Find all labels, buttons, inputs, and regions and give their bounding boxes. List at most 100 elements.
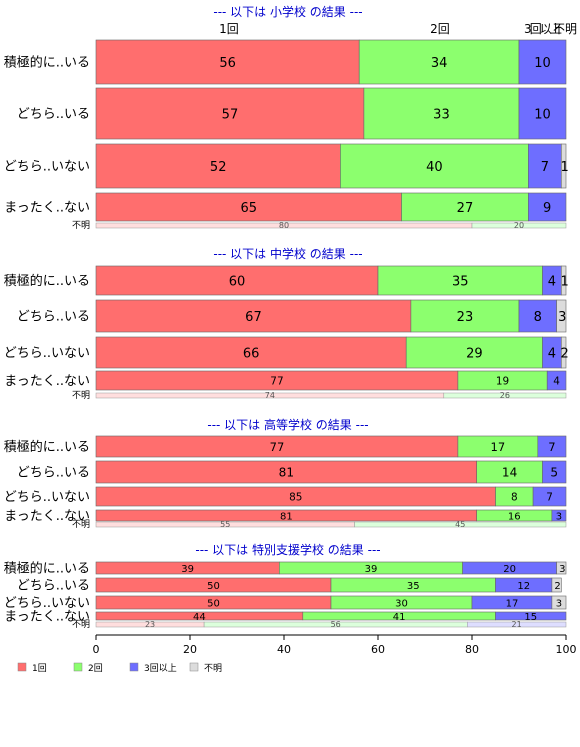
unknown-segment xyxy=(443,392,567,399)
unknown-data-label: 20 xyxy=(514,221,524,230)
bar-segment xyxy=(542,460,567,484)
data-label: 10 xyxy=(534,56,551,71)
bar-segment xyxy=(377,265,543,296)
data-label: 41 xyxy=(393,612,406,623)
data-label: 4 xyxy=(548,274,556,289)
panel-title: --- 以下は 特別支援学校 の結果 --- xyxy=(195,542,380,557)
legend-label: 3回以上 xyxy=(144,663,177,674)
data-label: 65 xyxy=(240,201,257,216)
data-label: 1 xyxy=(561,160,569,175)
bar-segment xyxy=(556,299,567,333)
data-label: 9 xyxy=(543,201,551,216)
data-label: 77 xyxy=(270,375,283,387)
data-label: 17 xyxy=(490,440,505,454)
data-label: 66 xyxy=(243,346,260,361)
row-label: どちら..いる xyxy=(17,579,90,594)
data-label: 67 xyxy=(245,310,262,325)
legend-label: 1回 xyxy=(32,663,47,674)
data-label: 1 xyxy=(561,274,569,289)
bar-segment xyxy=(518,87,567,140)
bar-segment xyxy=(405,336,543,369)
data-label: 29 xyxy=(466,346,483,361)
unknown-row-label: 不明 xyxy=(72,390,90,401)
data-label: 3 xyxy=(558,310,566,325)
row-label: まったく..ない xyxy=(4,201,90,216)
data-label: 8 xyxy=(534,310,542,325)
bar-segment xyxy=(410,299,520,333)
data-label: 27 xyxy=(457,201,474,216)
bar-segment xyxy=(551,577,562,593)
data-label: 52 xyxy=(210,160,227,175)
bar-segment xyxy=(532,486,567,507)
bar-segment xyxy=(340,143,529,189)
data-label: 56 xyxy=(219,56,236,71)
data-label: 35 xyxy=(452,274,469,289)
bar-segment xyxy=(95,265,379,296)
data-label: 3 xyxy=(556,598,562,609)
data-label: 50 xyxy=(207,581,220,592)
column-label: 3回以上 xyxy=(524,22,562,36)
data-label: 3 xyxy=(556,511,562,522)
x-tick-label: 100 xyxy=(556,643,577,656)
data-label: 10 xyxy=(534,107,551,122)
data-label: 12 xyxy=(517,581,530,592)
data-label: 2 xyxy=(561,346,569,361)
panel-title: --- 以下は 中学校 の結果 --- xyxy=(213,246,362,261)
unknown-data-label: 26 xyxy=(500,391,510,400)
data-label: 30 xyxy=(395,598,408,609)
bar-segment xyxy=(95,336,407,369)
legend-swatch xyxy=(189,662,199,672)
row-label: どちら..いない xyxy=(4,596,90,611)
row-label: まったく..ない xyxy=(4,610,90,625)
row-label: どちら..いない xyxy=(4,160,90,175)
data-label: 40 xyxy=(426,160,443,175)
bar-segment xyxy=(95,299,412,333)
data-label: 39 xyxy=(365,564,378,575)
data-label: 16 xyxy=(508,511,521,522)
x-tick-label: 80 xyxy=(465,643,479,656)
unknown-data-label: 21 xyxy=(512,620,522,629)
x-tick-label: 60 xyxy=(371,643,385,656)
bar-segment xyxy=(560,143,567,189)
data-label: 50 xyxy=(207,598,220,609)
data-label: 81 xyxy=(280,511,293,522)
legend-swatch xyxy=(73,662,83,672)
column-label: 2回 xyxy=(430,22,450,36)
data-label: 33 xyxy=(433,107,450,122)
bar-segment xyxy=(546,370,567,391)
x-tick-label: 40 xyxy=(277,643,291,656)
unknown-segment xyxy=(471,222,567,229)
data-label: 3 xyxy=(559,564,565,575)
row-label: どちら..いる xyxy=(17,310,90,325)
data-label: 20 xyxy=(503,564,516,575)
data-label: 34 xyxy=(431,56,448,71)
bar-segment xyxy=(363,87,520,140)
unknown-segment xyxy=(354,521,567,528)
data-label: 35 xyxy=(407,581,420,592)
bar-segment xyxy=(95,143,341,189)
x-tick-label: 0 xyxy=(93,643,100,656)
row-label: まったく..ない xyxy=(4,509,90,524)
row-label: 積極的に..いる xyxy=(4,273,90,289)
data-label: 7 xyxy=(546,491,553,503)
column-label: 1回 xyxy=(219,22,239,36)
bar-segment xyxy=(358,39,520,85)
row-label: まったく..ない xyxy=(4,374,90,389)
legend-swatch xyxy=(17,662,27,672)
bar-segment xyxy=(95,87,365,140)
panel-title: --- 以下は 高等学校 の結果 --- xyxy=(207,417,368,432)
data-label: 15 xyxy=(524,612,537,623)
row-label: 積極的に..いる xyxy=(4,439,90,455)
unknown-data-label: 80 xyxy=(279,221,289,230)
data-label: 19 xyxy=(496,375,509,387)
data-label: 7 xyxy=(541,160,549,175)
data-label: 5 xyxy=(550,466,558,480)
unknown-row-label: 不明 xyxy=(72,220,90,231)
column-label: 不明 xyxy=(553,22,577,36)
bar-segment xyxy=(528,192,567,222)
data-label: 23 xyxy=(457,310,474,325)
unknown-segment xyxy=(467,621,567,628)
data-label: 8 xyxy=(511,491,518,503)
row-label: どちら..いない xyxy=(4,346,90,361)
